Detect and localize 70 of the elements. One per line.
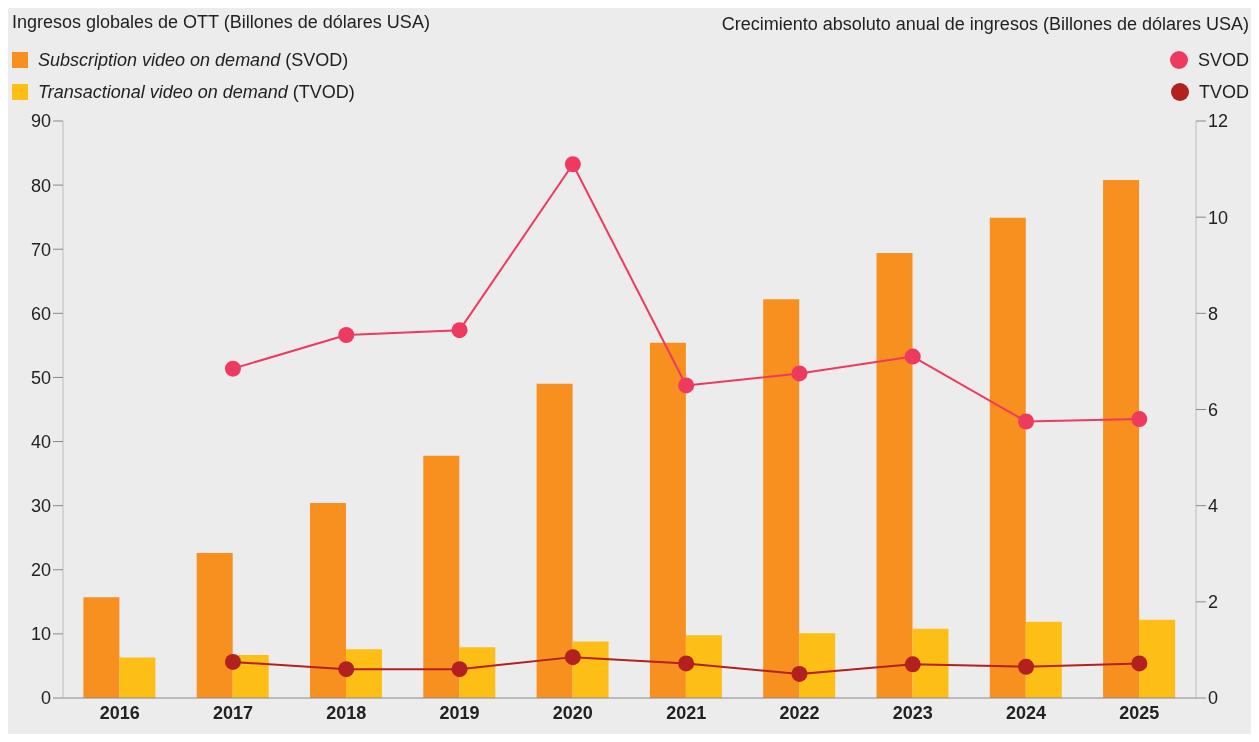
y-tick-label: 40: [30, 431, 51, 452]
point: [904, 348, 921, 365]
y-tick-label: 20: [30, 560, 51, 581]
y-axis-title: Ingresos globales de OTT (Billones de dólares USA): [12, 12, 430, 33]
bar: [309, 503, 346, 698]
y-tick-label: 10: [30, 624, 51, 645]
bar: [799, 633, 836, 698]
x-tick-label: 2022: [779, 702, 820, 723]
x-tick-label: 2017: [212, 702, 253, 723]
y2-tick-label: 2: [1208, 592, 1219, 613]
legend-label: Transactional video on demand (TVOD): [38, 81, 355, 103]
x-tick-label: 2025: [1119, 702, 1160, 723]
bar: [912, 628, 949, 698]
y-tick-label: 70: [30, 239, 51, 260]
bar: [989, 217, 1026, 698]
y2-axis-title: Crecimiento absoluto anual de ingresos (Billones de dólares USA): [721, 14, 1249, 35]
y-tick-label: 80: [30, 175, 51, 196]
y-tick-label: 90: [30, 111, 51, 132]
legend-label: Subscription video on demand (SVOD): [38, 49, 349, 71]
bar: [196, 553, 233, 698]
y2-tick-label: 6: [1208, 399, 1219, 420]
y-tick-label: 0: [40, 688, 51, 709]
bar: [536, 383, 573, 698]
bar: [1139, 619, 1176, 698]
point: [904, 656, 921, 673]
point: [224, 653, 241, 670]
point: [791, 665, 808, 682]
point: [678, 377, 695, 394]
bar: [345, 649, 382, 698]
bar: [763, 299, 800, 698]
x-tick-label: 2021: [666, 702, 707, 723]
bar: [649, 342, 686, 698]
x-tick-label: 2020: [552, 702, 593, 723]
point: [451, 661, 468, 678]
bar: [83, 597, 120, 698]
bar: [572, 641, 609, 698]
bar: [423, 455, 460, 698]
legend-label: TVOD: [1198, 81, 1249, 103]
bar: [1103, 179, 1140, 698]
y-tick-label: 60: [30, 303, 51, 324]
bar: [119, 657, 156, 698]
point: [678, 655, 695, 672]
point: [338, 326, 355, 343]
point: [791, 365, 808, 382]
point: [451, 322, 468, 339]
y2-tick-label: 10: [1208, 207, 1229, 228]
x-tick-label: 2024: [1006, 702, 1047, 723]
point: [1131, 411, 1148, 428]
y-tick-label: 30: [30, 496, 51, 517]
y2-tick-label: 4: [1208, 496, 1219, 517]
point: [338, 661, 355, 678]
point: [1018, 413, 1035, 430]
y2-tick-label: 8: [1208, 303, 1219, 324]
point: [224, 360, 241, 377]
x-tick-label: 2019: [439, 702, 480, 723]
legend-label: SVOD: [1197, 49, 1249, 71]
point: [1131, 655, 1148, 672]
bar: [459, 647, 496, 698]
point: [564, 156, 581, 173]
y2-tick-label: 0: [1208, 688, 1219, 709]
x-tick-label: 2023: [892, 702, 933, 723]
bar: [1025, 621, 1062, 698]
x-tick-label: 2016: [99, 702, 140, 723]
bar: [685, 635, 722, 698]
bar: [876, 253, 913, 698]
point: [564, 649, 581, 666]
point: [1018, 658, 1035, 675]
x-tick-label: 2018: [326, 702, 367, 723]
y2-tick-label: 12: [1208, 111, 1229, 132]
y-tick-label: 50: [30, 367, 51, 388]
